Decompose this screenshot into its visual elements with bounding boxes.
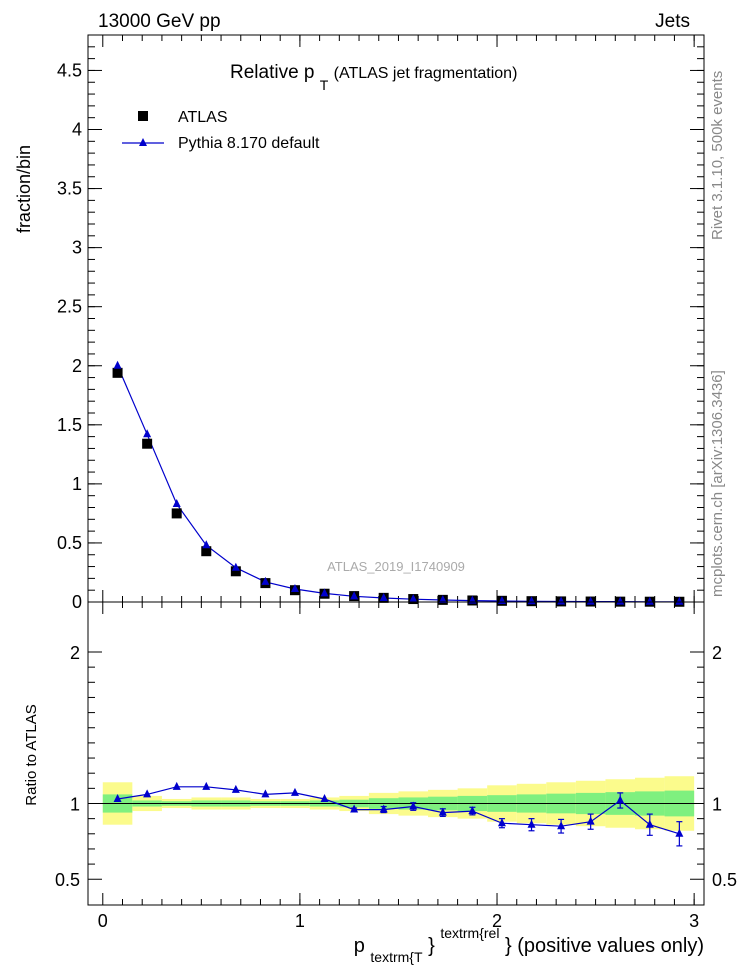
ratio-pythia-point [527,819,536,828]
pythia-point [261,576,270,585]
ratio-pythia-point [409,801,418,810]
ratio-pythia-point [113,793,122,802]
ratio-xtick-label: 3 [689,911,699,931]
rivet-label: Rivet 3.1.10, 500k events [709,71,726,240]
ratio-marks [113,781,684,847]
ratio-ytick-label-right: 0.5 [712,870,737,890]
ratio-xtick-label: 1 [295,911,305,931]
ratio-ytick-label: 0.5 [55,870,80,890]
pythia-point [290,584,299,593]
ratio-ytick-label-right: 1 [712,794,722,814]
pythia-point [113,360,122,369]
main-ytick-label: 3 [72,238,82,258]
ratio-pythia-point [143,789,152,798]
ratio-pythia-point [231,784,240,793]
ratio-pythia-point [261,789,270,798]
main-ytick-label: 1 [72,474,82,494]
ratio-pythia-point [497,818,506,827]
main-ytick-label: 0 [72,592,82,612]
main-ytick-label: 0.5 [57,533,82,553]
atlas-point [112,367,123,378]
pythia-point [379,592,388,601]
main-ytick-label: 2 [72,356,82,376]
legend-atlas-label: ATLAS [178,109,228,126]
ratio-ytick-label: 2 [70,643,80,663]
atlas-point [201,546,212,557]
ratio-pythia-point [350,804,359,813]
pythia-point [586,596,595,605]
ratio-pythia-point [468,806,477,815]
legend-pythia-marker [139,138,147,146]
mcplots-label: mcplots.cern.ch [arXiv:1306.3436] [709,370,726,597]
main-ytick-label: 1.5 [57,415,82,435]
main-ylabel: fraction/bin [14,145,34,233]
ratio-pythia-point [645,819,654,828]
ratio-pythia-point [320,793,329,802]
pythia-point [202,540,211,549]
main-axes: 0 0.5 1 1.5 2 2.5 3 3.5 4 4.5 [57,34,704,612]
pythia-point [557,596,566,605]
pythia-point [143,429,152,438]
atlas-point [230,566,241,577]
ratio-ytick-label: 1 [70,794,80,814]
pythia-point [645,596,654,605]
analysis-label: ATLAS_2019_I1740909 [327,559,465,574]
atlas-point [171,508,182,519]
ratio-ytick-label-right: 2 [712,643,722,663]
ratio-xtick-label: 0 [98,911,108,931]
pythia-point [675,596,684,605]
process-label: Jets [655,11,690,32]
legend-atlas-marker [138,111,148,121]
ratio-pythia-point [172,781,181,790]
ratio-pythia-point [438,807,447,816]
ratio-pythia-point [675,828,684,837]
ratio-pythia-line [117,786,680,835]
main-ytick-label: 4.5 [57,60,82,80]
atlas-point [142,438,153,449]
ratio-pythia-point [586,816,595,825]
ratio-pythia-point [290,787,299,796]
main-ytick-label: 2.5 [57,297,82,317]
pythia-point [350,591,359,600]
pythia-point [320,588,329,597]
pythia-point [409,594,418,603]
main-ytick-label: 4 [72,120,82,140]
ratio-xlabel: p textrm{T } textrm{rel } (positive valu… [354,921,704,967]
ratio-bands [88,776,704,831]
ratio-ylabel: Ratio to ATLAS [23,704,40,805]
ratio-panel-frame [87,601,705,906]
legend-pythia-label: Pythia 8.170 default [178,135,320,152]
legend: ATLAS Pythia 8.170 default [122,109,320,152]
ratio-xtick-label: 2 [492,911,502,931]
ratio-pythia-point [616,795,625,804]
pythia-point [231,562,240,571]
main-ytick-label: 3.5 [57,179,82,199]
pythia-point [438,594,447,603]
energy-label: 13000 GeV pp [98,11,221,32]
plot-title: Relative p T (ATLAS jet fragmentation) [230,62,517,95]
pythia-point [616,596,625,605]
ratio-pythia-point [202,781,211,790]
ratio-pythia-point [557,821,566,830]
ratio-pythia-point [379,804,388,813]
ratio-axes: 0.5 0.5 1 1 2 2 0 1 2 3 [55,602,737,931]
pythia-point [172,498,181,507]
